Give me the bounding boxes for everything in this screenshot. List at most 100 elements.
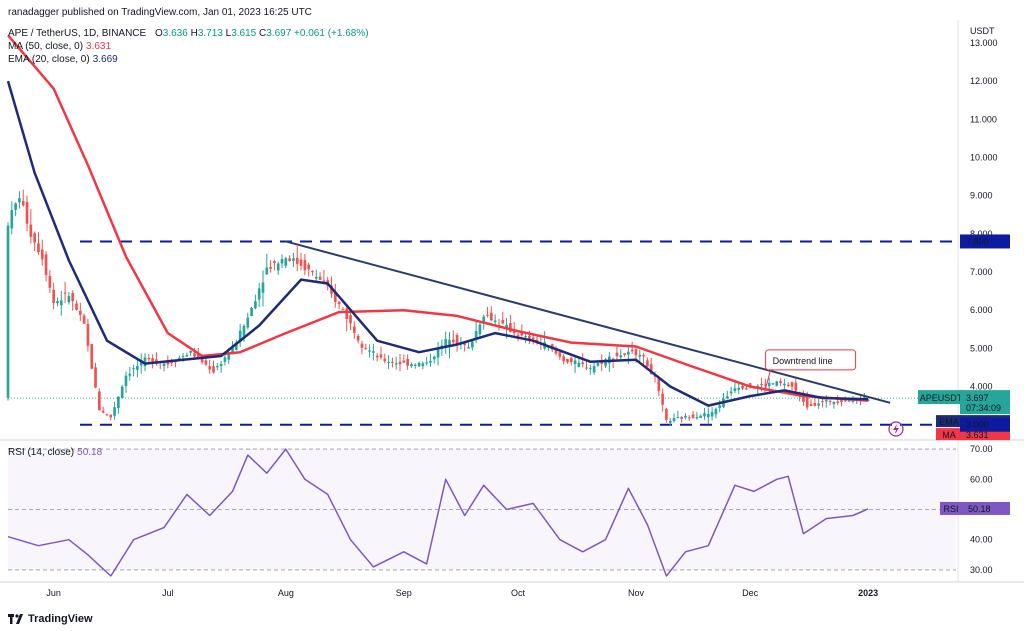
candle-body: [254, 301, 257, 309]
candle-body: [117, 396, 120, 409]
candle-body: [436, 348, 440, 358]
candle-body: [737, 387, 741, 390]
ohlc-l-label: L: [225, 28, 232, 39]
candle-body: [775, 381, 779, 386]
candle-body: [779, 381, 782, 384]
indicator-name-box: [936, 415, 962, 428]
events-icon: [888, 421, 904, 437]
rsi-legend-value: 50.18: [77, 447, 103, 458]
candle-body: [718, 405, 722, 408]
candle-body: [37, 243, 40, 253]
candle-body: [817, 403, 820, 406]
candle-body: [132, 368, 135, 370]
ma-legend-value: 3.631: [86, 41, 112, 52]
candle-body: [143, 357, 147, 367]
candle-body: [48, 275, 52, 288]
candle-body: [687, 417, 691, 419]
candle-body: [802, 393, 805, 402]
ma-50-line: [7, 34, 869, 402]
price-tick-label: 8.000: [970, 229, 993, 239]
candle-body: [368, 350, 371, 352]
candle-body: [269, 266, 272, 269]
currency-label: USDT: [970, 26, 995, 36]
candle-body: [482, 316, 486, 322]
tradingview-logo: TradingView: [8, 613, 93, 625]
candle-body: [44, 254, 48, 276]
candle-body: [6, 225, 10, 398]
indicator-value-text: 3.631: [966, 430, 989, 440]
candle-body: [790, 382, 794, 387]
rsi-legend-label: RSI (14, close): [8, 447, 75, 458]
candle-body: [29, 224, 33, 237]
candle-body: [646, 360, 649, 367]
candle-body: [794, 382, 798, 391]
candle-body: [493, 320, 497, 323]
candle-body: [372, 351, 375, 353]
candle-body: [265, 267, 269, 275]
candle-body: [760, 383, 763, 385]
publisher-text: ranadagger published on TradingView.com,…: [8, 7, 312, 18]
ohlc-c-label: C: [259, 28, 267, 39]
candle-body: [193, 353, 196, 357]
candle-body: [520, 331, 524, 336]
candle-body: [528, 335, 531, 341]
price-tick-label: 10.000: [970, 152, 998, 162]
candle-body: [413, 364, 417, 366]
candle-body: [257, 288, 261, 300]
candle-body: [627, 351, 630, 355]
rsi-line: [7, 448, 869, 577]
candle-body: [516, 335, 520, 337]
candle-body: [307, 264, 310, 270]
candle-body: [67, 296, 71, 303]
candle-body: [828, 400, 832, 402]
candle-body: [691, 414, 695, 418]
candle-body: [836, 401, 840, 403]
candle-body: [470, 341, 474, 348]
candle-body: [238, 330, 242, 342]
time-tick-label: Nov: [628, 588, 645, 598]
candle-body: [585, 367, 588, 369]
rsi-tick-label: 40.00: [970, 535, 993, 545]
candle-body: [783, 383, 786, 386]
candle-body: [10, 210, 14, 229]
candle-body: [383, 358, 387, 362]
rsi-tick-label: 70.00: [970, 444, 993, 454]
candle-body: [394, 363, 398, 365]
candle-body: [509, 323, 512, 333]
candle-body: [703, 413, 706, 417]
candle-body: [402, 360, 406, 363]
candle-body: [741, 385, 744, 389]
candle-body: [318, 276, 322, 280]
candle-body: [231, 345, 234, 354]
candle-body: [444, 339, 448, 347]
candle-body: [824, 399, 828, 402]
candle-body: [421, 363, 425, 367]
rsi-name-box: [940, 501, 962, 515]
rsi-band-fill: [8, 449, 956, 570]
candle-body: [59, 300, 63, 306]
candle-body: [299, 259, 303, 266]
candle-body: [98, 391, 101, 411]
candle-body: [554, 349, 558, 354]
annotation-text: Downtrend line: [773, 356, 833, 366]
candle-body: [235, 342, 238, 351]
price-tick-label: 12.000: [970, 76, 998, 86]
ohlc-c: 3.697: [266, 28, 292, 39]
candle-body: [448, 339, 451, 348]
candle-body: [208, 366, 212, 370]
candle-body: [105, 414, 109, 416]
ema-20-line: [6, 80, 869, 407]
symbol-label-text: APEUSDT: [920, 393, 963, 403]
price-tick-label: 9.000: [970, 191, 993, 201]
candle-body: [292, 258, 295, 261]
candle-body: [463, 343, 467, 346]
candle-body: [764, 384, 767, 386]
candle-body: [745, 388, 748, 390]
current-price-box: [960, 390, 1010, 415]
candle-body: [684, 415, 687, 418]
candle-body: [280, 259, 284, 264]
rsi-legend: RSI (14, close) 50.18: [8, 447, 102, 458]
candle-body: [311, 270, 314, 273]
candle-body: [710, 412, 714, 417]
